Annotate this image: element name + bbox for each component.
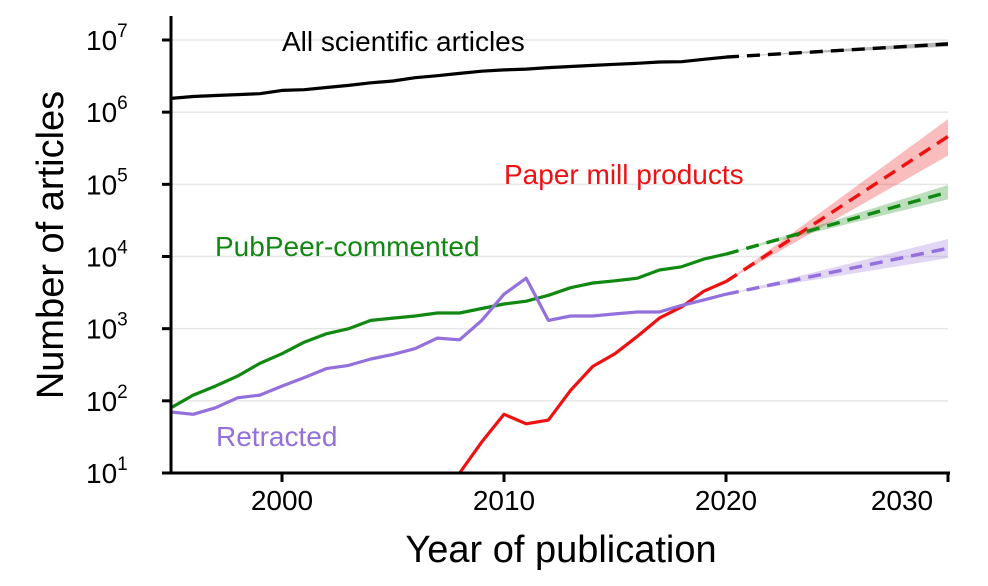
y-tick-label: 102 <box>86 382 128 417</box>
x-axis-title: Year of publication <box>405 529 716 571</box>
label-all-scientific-articles: All scientific articles <box>282 26 525 57</box>
axes <box>169 16 950 475</box>
label-pubpeer-commented: PubPeer-commented <box>215 231 480 262</box>
y-tick-label: 105 <box>86 165 128 200</box>
grid-lines <box>171 39 948 474</box>
y-tick-label: 106 <box>86 93 128 128</box>
paper-mill-products-projection-band <box>726 119 948 282</box>
retracted-line <box>170 276 727 416</box>
paper-mill-products-projection-line <box>725 135 949 283</box>
series-lines <box>170 42 949 474</box>
all-scientific-articles-projection-line <box>725 42 949 59</box>
x-tick-label: 2020 <box>695 485 757 516</box>
pubpeer-commented-projection-line <box>725 190 949 256</box>
x-tick-label: 2010 <box>473 485 535 516</box>
all-scientific-articles-projection-band <box>726 41 948 58</box>
label-paper-mill-products: Paper mill products <box>504 159 744 190</box>
paper-mill-products-line <box>458 280 727 474</box>
y-tick-label: 103 <box>86 310 128 345</box>
y-tick-label: 104 <box>86 238 128 273</box>
all-scientific-articles-line <box>170 55 727 100</box>
y-tick-label: 107 <box>86 21 128 56</box>
retracted-projection-line <box>725 246 949 296</box>
y-axis-title: Number of articles <box>30 91 72 399</box>
pubpeer-commented-line <box>170 252 727 410</box>
pubpeer-commented-projection-band <box>726 184 948 255</box>
x-tick-label: 2030 <box>871 485 933 516</box>
x-tick-label: 2000 <box>251 485 313 516</box>
label-retracted: Retracted <box>216 421 337 452</box>
retracted-projection-band <box>726 238 948 295</box>
projection-bands <box>726 41 948 295</box>
ticks: 101 102 103 104 105 106 107 2000 2010 2020 2030 <box>86 21 950 516</box>
y-tick-label: 101 <box>86 454 128 489</box>
